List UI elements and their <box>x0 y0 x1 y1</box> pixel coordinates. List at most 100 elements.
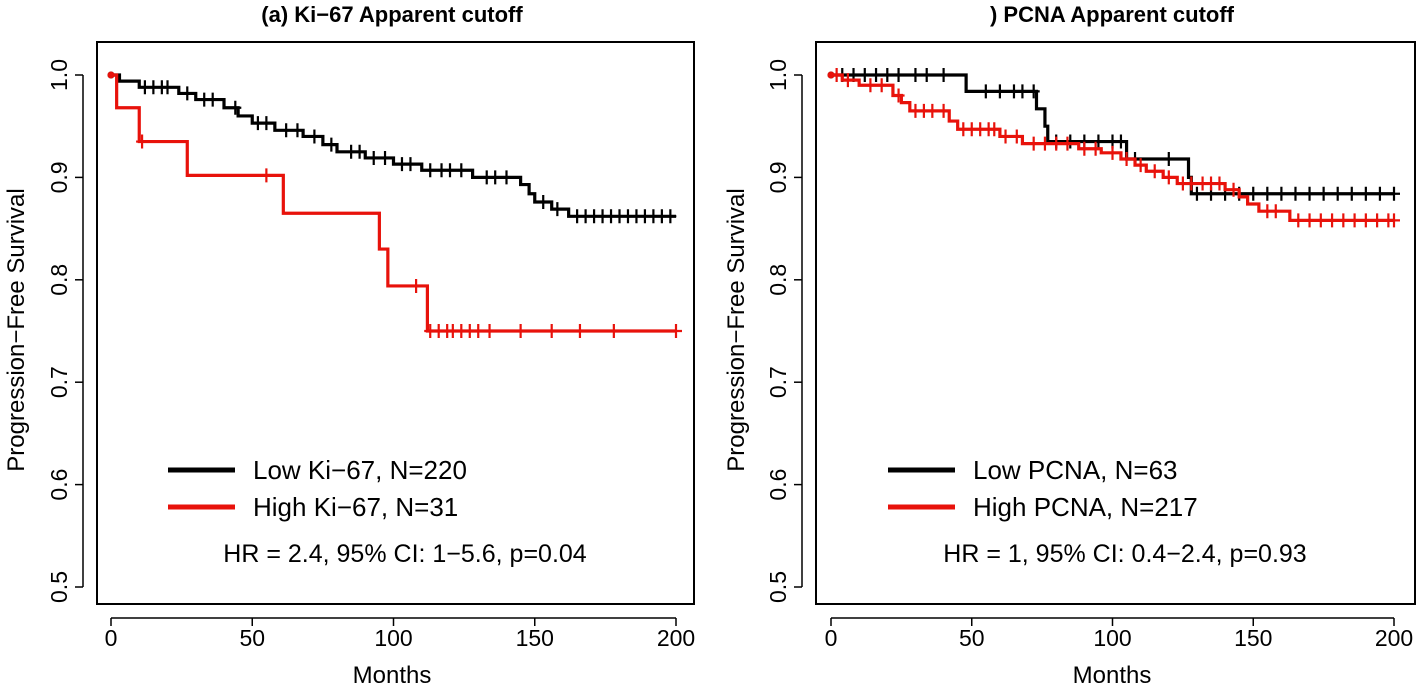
curve-start-point <box>827 71 835 79</box>
x-tick-label: 200 <box>1375 625 1413 651</box>
censor-mark <box>379 150 392 165</box>
censor-mark <box>999 129 1012 144</box>
censor-mark <box>1359 186 1372 201</box>
censor-mark <box>1345 186 1358 201</box>
censor-mark <box>607 324 620 338</box>
censor-mark <box>280 123 293 138</box>
panel-b-pcna: ) PCNA Apparent cutoff 0 50 100 150 200 0.5 0.… <box>723 2 1416 689</box>
series-layer <box>107 71 682 338</box>
censor-mark <box>444 163 456 178</box>
km-curve-low <box>831 73 1394 196</box>
x-tick-label: 100 <box>374 625 412 651</box>
censor-mark <box>291 123 304 138</box>
y-tick-label: 0.5 <box>46 571 72 603</box>
x-tick-label: 0 <box>825 625 838 651</box>
censor-mark <box>161 80 174 95</box>
censor-mark <box>1303 213 1316 228</box>
legend-label-low: Low Ki−67, N=220 <box>253 455 467 485</box>
censor-mark <box>472 324 485 338</box>
legend: Low Ki−67, N=220 High Ki−67, N=31 <box>168 455 467 522</box>
censor-mark <box>514 324 527 338</box>
censor-mark <box>1016 84 1029 99</box>
legend: Low PCNA, N=63 High PCNA, N=217 <box>888 455 1198 522</box>
x-tick-label: 150 <box>516 625 554 651</box>
x-tick-label: 50 <box>239 625 265 651</box>
censor-mark <box>1331 186 1344 201</box>
censor-mark <box>1162 170 1175 185</box>
x-axis-label: Months <box>353 662 432 689</box>
censor-mark <box>1089 141 1102 156</box>
y-tick-label: 0.7 <box>765 366 791 398</box>
legend-label-high: High PCNA, N=217 <box>973 492 1198 522</box>
y-tick-label: 0.8 <box>765 264 791 296</box>
censor-mark <box>858 68 871 82</box>
chart-title: (a) Ki−67 Apparent cutoff <box>261 2 523 27</box>
y-tick-label: 0.9 <box>46 161 72 193</box>
censor-mark <box>920 68 933 82</box>
hazard-ratio-annotation: HR = 2.4, 95% CI: 1−5.6, p=0.04 <box>223 540 587 568</box>
censor-mark <box>500 170 513 185</box>
km-curve-low <box>111 73 676 218</box>
censor-mark <box>1120 151 1133 166</box>
censor-mark <box>1317 186 1330 201</box>
censor-mark <box>1289 186 1302 201</box>
censor-mark <box>455 163 468 178</box>
censor-mark <box>325 137 338 152</box>
censor-mark <box>1275 186 1288 201</box>
censor-mark <box>1388 186 1400 201</box>
censor-mark <box>870 68 883 82</box>
censor-mark <box>892 88 905 103</box>
censor-mark <box>1162 151 1175 166</box>
censor-mark <box>1292 213 1305 228</box>
censor-mark <box>909 68 922 82</box>
censor-mark <box>881 68 894 82</box>
y-axis-label: Progression−Free Survival <box>723 188 750 471</box>
censor-mark <box>864 78 877 93</box>
censor-mark <box>260 116 273 131</box>
legend-label-low: Low PCNA, N=63 <box>973 455 1177 485</box>
plot-frame <box>815 41 1416 605</box>
censor-mark <box>1010 129 1023 144</box>
censor-mark <box>489 170 502 185</box>
y-tick-label: 0.9 <box>765 161 791 193</box>
censor-mark <box>1061 136 1074 151</box>
x-axis-label: Months <box>1073 662 1152 689</box>
censor-mark <box>1359 213 1372 228</box>
censor-mark <box>410 278 423 293</box>
chart-title: ) PCNA Apparent cutoff <box>990 2 1235 27</box>
censor-mark <box>573 324 586 338</box>
censor-mark <box>926 103 939 118</box>
censor-mark <box>1373 186 1386 201</box>
censor-mark <box>551 202 564 217</box>
censor-mark <box>1314 213 1327 228</box>
x-tick-label: 150 <box>1234 625 1272 651</box>
censor-mark <box>1027 136 1040 151</box>
censor-mark <box>979 84 992 99</box>
censor-mark <box>404 157 417 172</box>
censor-mark <box>993 84 1006 99</box>
hazard-ratio-annotation: HR = 1, 95% CI: 0.4−2.4, p=0.93 <box>943 540 1306 568</box>
censor-mark <box>1213 176 1226 191</box>
axis-ticks: 0 50 100 150 200 0.5 0.6 0.7 0.8 0.9 1.0 <box>765 59 1413 651</box>
x-tick-label: 200 <box>657 625 695 651</box>
censor-mark <box>1371 213 1384 228</box>
censor-mark <box>1227 182 1240 197</box>
x-tick-label: 100 <box>1093 625 1131 651</box>
censor-mark <box>1247 186 1260 201</box>
curve-start-point <box>107 71 115 79</box>
y-tick-label: 0.7 <box>46 366 72 398</box>
censor-mark <box>1064 134 1077 149</box>
y-axis-label: Progression−Free Survival <box>3 188 30 471</box>
censor-mark <box>545 324 558 338</box>
censor-mark <box>1326 213 1339 228</box>
censor-mark <box>229 100 242 115</box>
y-tick-label: 1.0 <box>46 59 72 91</box>
km-curve-high <box>831 73 1394 223</box>
censor-mark <box>308 129 321 144</box>
panel-a-ki67: (a) Ki−67 Apparent cutoff 0 50 100 150 200 0.… <box>3 2 695 689</box>
axis-ticks: 0 50 100 150 200 0.5 0.6 0.7 0.8 0.9 1.0 <box>46 59 695 651</box>
censor-mark <box>1038 136 1051 151</box>
plot-frame <box>96 41 695 605</box>
censor-mark <box>892 68 905 82</box>
